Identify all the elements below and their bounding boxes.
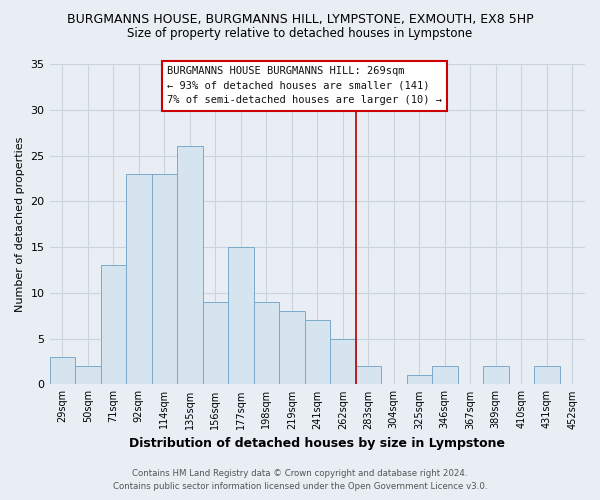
Bar: [534, 366, 560, 384]
Bar: [254, 302, 279, 384]
Bar: [177, 146, 203, 384]
Bar: [305, 320, 330, 384]
Bar: [407, 376, 432, 384]
Y-axis label: Number of detached properties: Number of detached properties: [15, 136, 25, 312]
Bar: [228, 247, 254, 384]
Text: Size of property relative to detached houses in Lympstone: Size of property relative to detached ho…: [127, 28, 473, 40]
Bar: [432, 366, 458, 384]
Bar: [356, 366, 381, 384]
Bar: [50, 357, 75, 384]
Bar: [101, 266, 126, 384]
Bar: [203, 302, 228, 384]
Text: Contains HM Land Registry data © Crown copyright and database right 2024.
Contai: Contains HM Land Registry data © Crown c…: [113, 470, 487, 491]
X-axis label: Distribution of detached houses by size in Lympstone: Distribution of detached houses by size …: [129, 437, 505, 450]
Text: BURGMANNS HOUSE, BURGMANNS HILL, LYMPSTONE, EXMOUTH, EX8 5HP: BURGMANNS HOUSE, BURGMANNS HILL, LYMPSTO…: [67, 12, 533, 26]
Bar: [330, 338, 356, 384]
Text: BURGMANNS HOUSE BURGMANNS HILL: 269sqm
← 93% of detached houses are smaller (141: BURGMANNS HOUSE BURGMANNS HILL: 269sqm ←…: [167, 66, 442, 106]
Bar: [279, 311, 305, 384]
Bar: [126, 174, 152, 384]
Bar: [75, 366, 101, 384]
Bar: [483, 366, 509, 384]
Bar: [152, 174, 177, 384]
